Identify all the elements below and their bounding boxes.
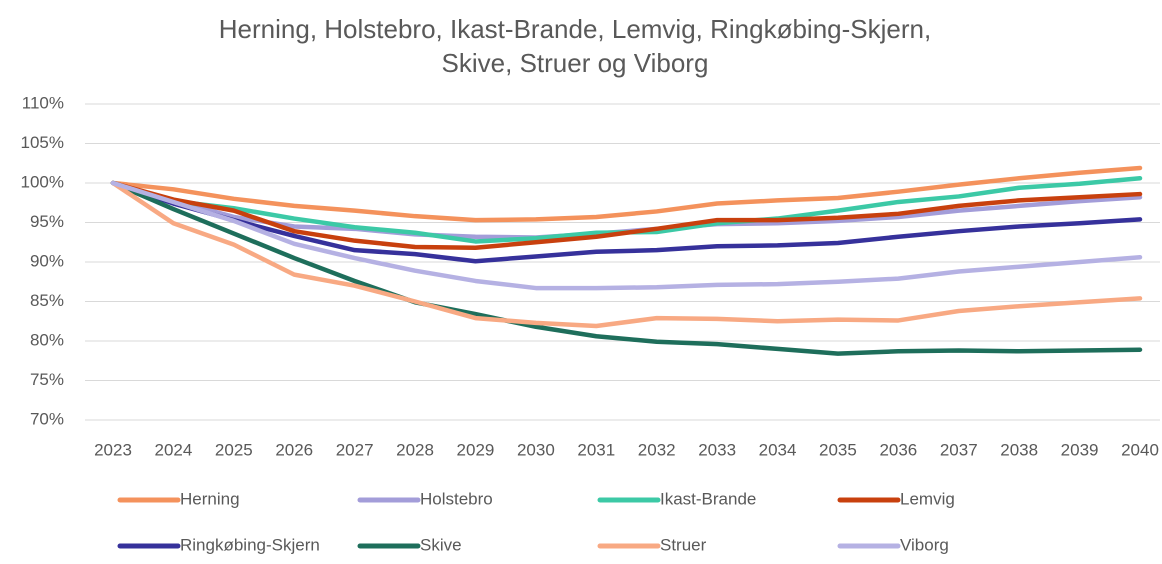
y-tick-label: 100% bbox=[21, 172, 64, 191]
legend-label: Skive bbox=[420, 535, 462, 554]
x-tick-label: 2030 bbox=[517, 440, 555, 459]
x-tick-label: 2033 bbox=[698, 440, 736, 459]
x-tick-label: 2025 bbox=[215, 440, 253, 459]
y-tick-label: 75% bbox=[30, 370, 64, 389]
y-tick-label: 70% bbox=[30, 409, 64, 428]
series-line bbox=[110, 165, 1143, 223]
y-tick-label: 110% bbox=[22, 93, 64, 112]
y-tick-label: 85% bbox=[30, 291, 64, 310]
legend-label: Lemvig bbox=[900, 489, 955, 508]
legend-label: Struer bbox=[660, 535, 707, 554]
series-line bbox=[110, 180, 1143, 251]
x-tick-label: 2036 bbox=[879, 440, 917, 459]
x-tick-label: 2040 bbox=[1121, 440, 1159, 459]
series-line bbox=[110, 180, 1143, 329]
x-tick-label: 2032 bbox=[638, 440, 676, 459]
chart-title: Herning, Holstebro, Ikast-Brande, Lemvig… bbox=[219, 14, 931, 44]
x-tick-label: 2039 bbox=[1061, 440, 1099, 459]
y-tick-label: 90% bbox=[30, 251, 64, 270]
x-tick-label: 2034 bbox=[759, 440, 797, 459]
legend-label: Viborg bbox=[900, 535, 949, 554]
x-tick-label: 2038 bbox=[1000, 440, 1038, 459]
x-tick-label: 2024 bbox=[154, 440, 192, 459]
series-line bbox=[110, 180, 1143, 264]
chart-title: Skive, Struer og Viborg bbox=[442, 48, 709, 78]
x-tick-label: 2026 bbox=[275, 440, 313, 459]
x-tick-label: 2035 bbox=[819, 440, 857, 459]
y-tick-label: 105% bbox=[21, 133, 64, 152]
legend-label: Herning bbox=[180, 489, 240, 508]
x-tick-label: 2037 bbox=[940, 440, 978, 459]
x-tick-label: 2023 bbox=[94, 440, 132, 459]
legend-label: Holstebro bbox=[420, 489, 493, 508]
y-tick-label: 95% bbox=[30, 212, 64, 231]
x-tick-label: 2029 bbox=[457, 440, 495, 459]
x-tick-label: 2031 bbox=[577, 440, 615, 459]
y-tick-label: 80% bbox=[30, 330, 64, 349]
x-tick-label: 2027 bbox=[336, 440, 374, 459]
series-line bbox=[110, 180, 1143, 356]
legend-label: Ikast-Brande bbox=[660, 489, 756, 508]
series-line bbox=[110, 180, 1143, 291]
x-tick-label: 2028 bbox=[396, 440, 434, 459]
legend-label: Ringkøbing-Skjern bbox=[180, 535, 320, 554]
